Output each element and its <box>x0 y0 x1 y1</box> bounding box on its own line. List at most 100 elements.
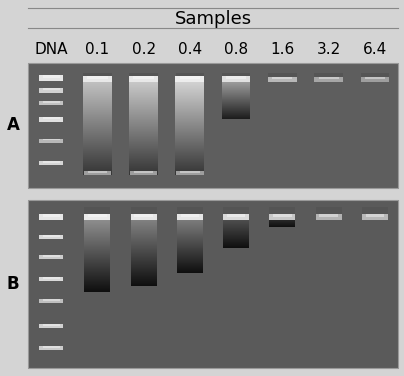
Bar <box>175 93 204 94</box>
Bar <box>129 144 158 146</box>
Bar <box>175 130 204 131</box>
Bar <box>175 83 204 84</box>
Bar <box>177 247 203 248</box>
Bar <box>130 253 157 254</box>
Bar <box>84 220 110 221</box>
Bar <box>130 284 157 285</box>
Bar <box>175 135 204 136</box>
Bar <box>175 123 204 124</box>
Bar <box>223 226 249 227</box>
Bar <box>175 118 204 119</box>
Bar <box>175 124 204 125</box>
Bar <box>129 133 158 134</box>
Bar <box>83 137 112 138</box>
Bar <box>84 227 110 228</box>
Bar <box>222 93 250 94</box>
Bar <box>223 239 249 240</box>
Bar <box>177 222 203 223</box>
Bar <box>129 154 158 155</box>
Bar <box>175 121 204 122</box>
Bar <box>269 223 295 224</box>
Text: A: A <box>6 117 19 135</box>
Bar <box>83 146 112 147</box>
Bar <box>84 254 110 255</box>
Bar <box>129 131 158 132</box>
Bar <box>83 134 112 135</box>
Bar <box>175 128 204 129</box>
Bar <box>175 152 204 153</box>
Bar <box>129 99 158 100</box>
Bar <box>130 239 157 240</box>
Bar <box>175 171 204 172</box>
Bar <box>83 126 112 127</box>
Bar <box>177 259 203 260</box>
Bar <box>130 207 157 217</box>
Bar <box>227 214 245 217</box>
Text: 6.4: 6.4 <box>363 42 387 58</box>
Bar <box>129 147 158 149</box>
Bar <box>130 256 157 257</box>
Bar <box>177 234 203 235</box>
Bar <box>269 225 295 226</box>
Bar <box>83 114 112 115</box>
Bar <box>222 73 250 79</box>
Bar <box>129 89 158 90</box>
Bar <box>39 277 63 281</box>
Bar <box>130 233 157 234</box>
Bar <box>84 269 110 270</box>
Bar <box>129 129 158 130</box>
Bar <box>83 156 112 157</box>
Bar <box>43 346 60 348</box>
Bar <box>84 263 110 264</box>
Text: Samples: Samples <box>175 10 252 28</box>
Bar <box>175 107 204 108</box>
Bar <box>39 255 63 259</box>
Bar <box>130 265 157 266</box>
Bar <box>129 161 158 162</box>
Bar <box>175 169 204 170</box>
Bar <box>316 207 342 217</box>
Bar <box>84 256 110 257</box>
Bar <box>129 171 158 172</box>
Bar <box>268 73 297 79</box>
Bar <box>177 257 203 258</box>
Bar <box>84 274 110 275</box>
Bar <box>222 101 250 102</box>
Bar <box>129 116 158 117</box>
Bar <box>175 114 204 115</box>
Bar <box>83 104 112 105</box>
Bar <box>130 269 157 270</box>
Bar <box>175 172 204 173</box>
Bar <box>130 260 157 261</box>
Bar <box>362 214 388 220</box>
Bar <box>83 144 112 146</box>
Bar <box>223 236 249 237</box>
Bar <box>222 99 250 100</box>
Bar <box>130 240 157 241</box>
Bar <box>130 250 157 251</box>
Bar <box>222 111 250 112</box>
Bar <box>84 276 110 277</box>
Bar <box>84 229 110 230</box>
Bar <box>84 250 110 251</box>
Bar <box>129 130 158 131</box>
Bar <box>83 148 112 149</box>
Bar <box>130 272 157 273</box>
Bar <box>83 116 112 117</box>
Bar <box>223 231 249 232</box>
Bar <box>83 98 112 99</box>
Bar <box>83 174 112 175</box>
Bar <box>84 224 110 225</box>
Bar <box>130 274 157 275</box>
Bar <box>175 158 204 159</box>
Bar <box>84 268 110 269</box>
Bar <box>129 91 158 92</box>
Bar <box>43 101 60 103</box>
Bar <box>130 226 157 227</box>
Bar <box>84 278 110 279</box>
Bar <box>43 88 60 90</box>
Bar <box>177 256 203 257</box>
Bar <box>314 73 343 79</box>
Bar <box>175 97 204 99</box>
Bar <box>83 103 112 105</box>
